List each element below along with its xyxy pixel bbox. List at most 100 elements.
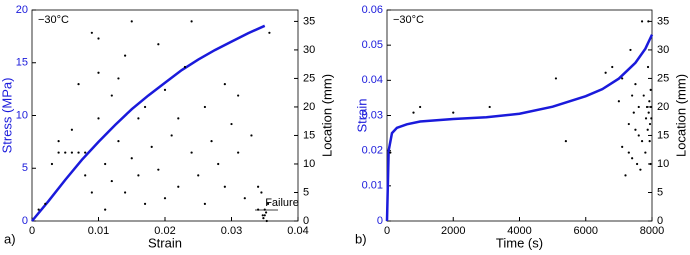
location-point — [260, 191, 263, 194]
y2-tick-label: 10 — [303, 158, 315, 170]
y-tick-label: 0.05 — [362, 39, 383, 51]
location-point — [646, 65, 650, 69]
y2-tick-label: 10 — [657, 158, 669, 170]
location-point — [631, 94, 634, 97]
y-axis-label: Strain — [354, 99, 369, 133]
x-tick-label: 8000 — [640, 225, 664, 237]
location-point — [243, 197, 246, 200]
location-point — [157, 43, 160, 46]
y-tick-label: 0.02 — [362, 145, 383, 157]
x-axis-label: Strain — [148, 235, 182, 250]
x-tick-label: 0.01 — [88, 225, 109, 237]
location-point — [389, 151, 392, 154]
location-point — [203, 202, 206, 205]
location-point — [488, 105, 491, 109]
location-point — [57, 140, 60, 143]
location-point — [124, 54, 127, 57]
location-point — [197, 174, 200, 177]
location-point — [647, 111, 650, 114]
location-point — [640, 20, 644, 23]
location-point — [117, 77, 120, 80]
location-point — [564, 140, 567, 143]
plot-frame — [386, 9, 653, 222]
location-point — [621, 77, 624, 80]
location-point — [44, 202, 47, 205]
x-axis-label: Time (s) — [496, 235, 543, 250]
y2-tick-label: 30 — [657, 44, 669, 56]
location-point — [217, 162, 220, 166]
temperature-note: −30°C — [393, 14, 424, 26]
y2-axis-label: Location (mm) — [673, 74, 688, 157]
y2-tick-label: 15 — [303, 129, 315, 141]
location-point — [84, 174, 87, 177]
location-point — [77, 83, 80, 86]
x-tick-label: 6000 — [574, 225, 598, 237]
location-point — [37, 208, 40, 211]
panel-label: a) — [4, 231, 16, 246]
location-point — [265, 219, 268, 223]
location-point — [130, 157, 133, 160]
location-point — [97, 71, 100, 74]
location-point — [97, 37, 100, 40]
location-point — [97, 117, 100, 120]
location-point — [257, 185, 260, 188]
location-point — [634, 128, 637, 131]
location-point — [637, 134, 640, 137]
y-tick-label: 0.03 — [362, 109, 383, 121]
location-point — [137, 174, 140, 177]
y2-tick-label: 5 — [657, 186, 663, 198]
location-point — [646, 128, 649, 131]
temperature-note: −30°C — [38, 14, 69, 26]
x-tick-label: 4000 — [507, 225, 531, 237]
location-point — [237, 94, 240, 97]
y2-tick-label: 15 — [657, 129, 669, 141]
location-point — [647, 20, 650, 23]
location-point — [104, 208, 107, 211]
location-point — [163, 197, 167, 200]
y-tick-label: 15 — [16, 57, 28, 69]
y2-tick-label: 5 — [303, 186, 309, 198]
location-point — [230, 122, 233, 126]
location-point — [604, 71, 607, 74]
location-point — [649, 88, 652, 91]
y-tick-label: 0.04 — [362, 74, 383, 86]
location-point — [621, 145, 624, 148]
location-point — [648, 100, 651, 103]
location-point — [237, 151, 240, 154]
x-tick-label: 2000 — [441, 225, 465, 237]
location-point — [210, 140, 213, 143]
y2-tick-label: 0 — [303, 215, 309, 227]
location-point — [624, 174, 627, 177]
location-point — [649, 162, 652, 166]
y2-axis-label: Location (mm) — [319, 74, 334, 157]
location-point — [554, 77, 558, 80]
x-tick-label: 0 — [384, 225, 390, 237]
location-point — [183, 65, 187, 69]
location-point — [143, 105, 147, 109]
location-point — [266, 202, 270, 205]
y2-tick-label: 0 — [657, 215, 663, 227]
location-point — [84, 151, 87, 154]
location-point — [110, 94, 113, 97]
y-axis-label: Stress (MPa) — [0, 78, 14, 154]
location-point — [634, 83, 637, 86]
location-point — [617, 100, 620, 103]
location-point — [642, 94, 645, 97]
location-point — [627, 122, 630, 126]
location-point — [124, 191, 127, 194]
x-tick-label: 0 — [29, 225, 35, 237]
location-point — [250, 134, 253, 137]
location-point — [143, 202, 147, 205]
location-point — [117, 140, 120, 143]
location-point — [77, 151, 80, 154]
location-point — [639, 168, 642, 171]
y-tick-label: 20 — [16, 4, 28, 16]
location-point — [190, 20, 193, 23]
x-tick-label: 0.02 — [154, 225, 175, 237]
location-point — [268, 31, 271, 34]
location-point — [632, 111, 635, 114]
location-point — [70, 151, 73, 154]
location-point — [263, 214, 266, 217]
location-point — [644, 151, 647, 154]
